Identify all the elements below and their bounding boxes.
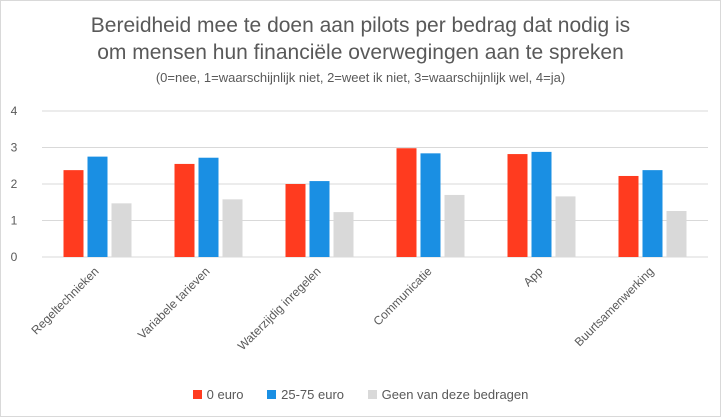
legend-swatch-geen [367, 390, 377, 399]
bar [309, 181, 330, 257]
legend-label-geen: Geen van deze bedragen [381, 387, 529, 402]
bar [666, 211, 687, 257]
legend-swatch-25-75-euro [267, 390, 277, 399]
y-tick-label: 4 [11, 104, 18, 118]
bar [87, 156, 108, 257]
legend-label-0-euro: 0 euro [206, 387, 244, 402]
legend: 0 euro 25-75 euro Geen van deze bedragen [0, 387, 721, 402]
legend-label-25-75-euro: 25-75 euro [281, 387, 345, 402]
legend-item-0-euro: 0 euro [192, 387, 244, 402]
bar [63, 170, 84, 257]
y-tick-label: 2 [11, 177, 18, 191]
bar [531, 151, 552, 257]
chart-subtitle: (0=nee, 1=waarschijnlijk niet, 2=weet ik… [155, 70, 566, 85]
y-tick-label: 3 [11, 141, 18, 155]
x-tick-label: Regeltechnieken [29, 264, 102, 337]
chart-title-line-2: om mensen hun financiële overwegingen aa… [97, 41, 624, 64]
bar [642, 170, 663, 257]
bar [618, 175, 639, 257]
bar [333, 212, 354, 257]
x-tick-label: App [521, 264, 546, 289]
chart-title-line-1: Bereidheid mee te doen aan pilots per be… [90, 14, 631, 37]
bar [507, 154, 528, 257]
legend-item-geen: Geen van deze bedragen [367, 387, 529, 402]
bar [285, 184, 306, 257]
bar [198, 157, 219, 257]
bar [174, 163, 195, 257]
x-tick-label: Waterzijdig inregelen [235, 264, 324, 353]
bar [111, 203, 132, 257]
y-tick-label: 1 [11, 214, 18, 228]
bar [396, 148, 417, 257]
bar [555, 196, 576, 257]
x-tick-label: Communicatie [370, 264, 434, 328]
x-tick-label: Buurtsamenwerking [572, 264, 657, 349]
legend-item-25-75-euro: 25-75 euro [267, 387, 344, 402]
legend-swatch-0-euro [192, 390, 202, 399]
x-tick-label: Variabele tarieven [135, 264, 213, 342]
bar [420, 153, 441, 257]
bar [444, 194, 465, 257]
bar [222, 199, 243, 257]
y-tick-label: 0 [11, 250, 18, 264]
